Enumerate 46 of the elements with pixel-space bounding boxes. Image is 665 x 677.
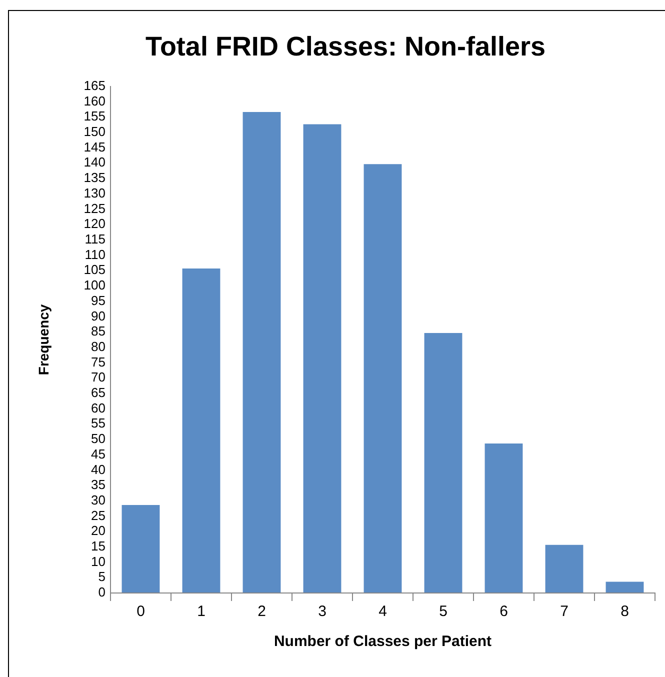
x-tick-label: 1 [197,603,206,620]
y-tick-label: 135 [84,170,106,186]
y-tick-label: 110 [84,246,106,262]
y-tick-label: 10 [91,554,106,569]
y-tick-label: 150 [84,124,106,140]
y-tick-label: 145 [84,139,106,154]
y-tick-label: 30 [91,492,106,508]
y-tick-label: 90 [91,308,106,324]
x-axis-title: Number of Classes per Patient [274,633,492,650]
x-tick-label: 8 [620,603,629,620]
x-tick-label: 4 [378,603,387,620]
y-tick-label: 50 [91,431,106,446]
y-tick-label: 130 [84,185,106,200]
y-tick-label: 100 [84,278,106,293]
y-axis-title: Frequency [35,304,52,376]
y-tick-label: 105 [84,262,106,278]
y-tick-label: 125 [84,200,106,216]
y-tick-label: 0 [98,584,106,600]
y-tick-label: 160 [84,93,106,108]
y-tick-label: 165 [84,78,106,93]
x-tick-label: 2 [258,603,266,620]
y-tick-label: 80 [91,338,106,354]
y-tick-label: 85 [91,324,106,339]
x-tick-label: 3 [318,603,326,620]
y-tick-label: 155 [84,108,106,124]
y-tick-label: 115 [84,231,106,246]
y-tick-label: 75 [91,354,106,370]
y-tick-label: 5 [98,569,106,584]
y-tick-label: 20 [91,523,106,538]
y-tick-label: 70 [91,370,106,385]
y-tick-label: 55 [91,416,106,431]
x-tick-label: 5 [439,603,448,620]
y-tick-label: 95 [91,292,106,308]
y-tick-label: 140 [84,154,106,170]
x-tick-label: 7 [560,603,568,620]
y-tick-label: 35 [91,477,106,492]
y-tick-label: 45 [91,446,106,462]
y-tick-label: 120 [84,216,106,232]
y-tick-label: 40 [91,462,106,477]
chart-title: Total FRID Classes: Non-fallers [145,32,546,62]
y-tick-label: 65 [91,385,106,400]
y-tick-label: 15 [91,538,106,554]
y-tick-label: 25 [91,508,106,523]
y-tick-label: 60 [91,400,106,416]
x-tick-label: 0 [136,603,145,620]
x-tick-label: 6 [500,603,508,620]
